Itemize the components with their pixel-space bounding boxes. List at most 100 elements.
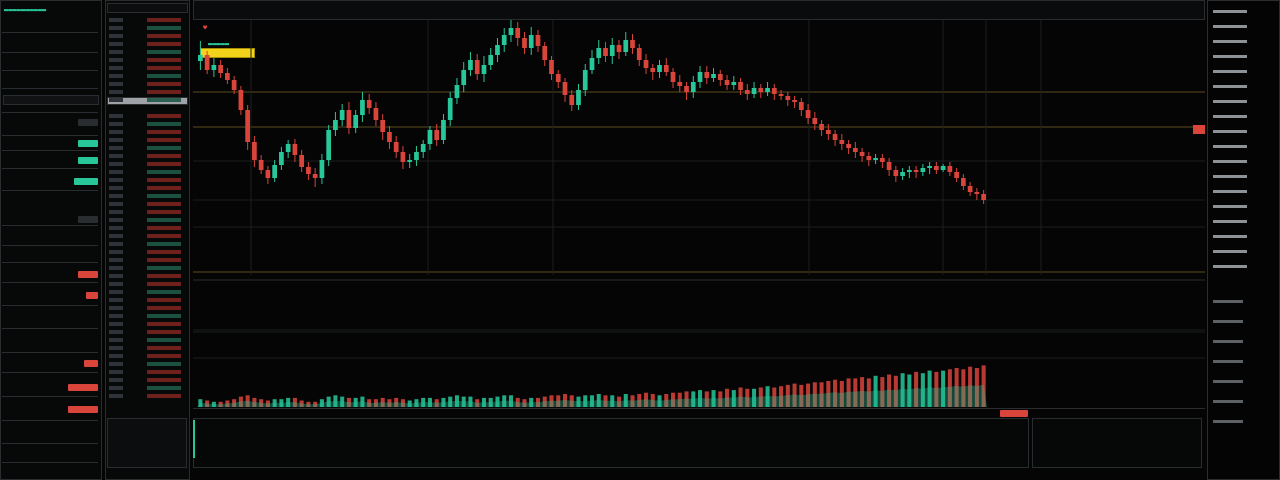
ladder-row-size[interactable] xyxy=(109,170,123,174)
status-button[interactable] xyxy=(78,216,98,223)
ladder-row-size[interactable] xyxy=(109,26,123,30)
ladder-row-bar[interactable] xyxy=(147,26,181,30)
ladder-row-size[interactable] xyxy=(109,202,123,206)
ladder-row-bar[interactable] xyxy=(147,98,181,102)
ladder-row-bar[interactable] xyxy=(147,290,181,294)
ladder-row-bar[interactable] xyxy=(147,298,181,302)
sell-button-5[interactable] xyxy=(68,406,98,413)
ladder-row-bar[interactable] xyxy=(147,306,181,310)
ladder-row-size[interactable] xyxy=(109,346,123,350)
ladder-row-bar[interactable] xyxy=(147,242,181,246)
ladder-row-bar[interactable] xyxy=(147,386,181,390)
alert-icon[interactable]: ♥ xyxy=(203,24,208,32)
ladder-row-bar[interactable] xyxy=(147,210,181,214)
ladder-row-bar[interactable] xyxy=(147,282,181,286)
ladder-row-size[interactable] xyxy=(109,50,123,54)
ladder-row-size[interactable] xyxy=(109,386,123,390)
sell-button-3[interactable] xyxy=(84,360,98,367)
ladder-row-bar[interactable] xyxy=(147,42,181,46)
ladder-row-bar[interactable] xyxy=(147,194,181,198)
ladder-row-size[interactable] xyxy=(109,186,123,190)
ladder-row-bar[interactable] xyxy=(147,58,181,62)
ladder-row-bar[interactable] xyxy=(147,314,181,318)
ladder-row-bar[interactable] xyxy=(147,266,181,270)
ladder-row-bar[interactable] xyxy=(147,338,181,342)
ladder-row-bar[interactable] xyxy=(147,322,181,326)
ladder-row-bar[interactable] xyxy=(147,18,181,22)
ladder-row-size[interactable] xyxy=(109,162,123,166)
ladder-row-bar[interactable] xyxy=(147,114,181,118)
ladder-row-size[interactable] xyxy=(109,34,123,38)
ladder-row-size[interactable] xyxy=(109,146,123,150)
ladder-row-size[interactable] xyxy=(109,234,123,238)
timeframe-button-active[interactable] xyxy=(1000,410,1028,417)
buy-button-4[interactable] xyxy=(74,178,98,185)
ladder-row-size[interactable] xyxy=(109,42,123,46)
ladder-row-bar[interactable] xyxy=(147,226,181,230)
ladder-row-bar[interactable] xyxy=(147,170,181,174)
ladder-row-size[interactable] xyxy=(109,138,123,142)
ladder-row-size[interactable] xyxy=(109,178,123,182)
ladder-row-size[interactable] xyxy=(109,90,123,94)
buy-button-2[interactable] xyxy=(78,140,98,147)
ladder-row-size[interactable] xyxy=(109,298,123,302)
ladder-row-size[interactable] xyxy=(109,98,123,102)
ladder-row-bar[interactable] xyxy=(147,258,181,262)
ladder-row-size[interactable] xyxy=(109,250,123,254)
ladder-row-bar[interactable] xyxy=(147,154,181,158)
ladder-row-bar[interactable] xyxy=(147,34,181,38)
ladder-row-size[interactable] xyxy=(109,122,123,126)
ladder-row-size[interactable] xyxy=(109,130,123,134)
ladder-row-size[interactable] xyxy=(109,18,123,22)
ladder-row-bar[interactable] xyxy=(147,82,181,86)
ladder-row-size[interactable] xyxy=(109,242,123,246)
ladder-row-size[interactable] xyxy=(109,58,123,62)
ladder-row-bar[interactable] xyxy=(147,74,181,78)
ladder-row-size[interactable] xyxy=(109,226,123,230)
ladder-row-size[interactable] xyxy=(109,370,123,374)
ladder-row-bar[interactable] xyxy=(147,378,181,382)
ladder-row-size[interactable] xyxy=(109,194,123,198)
ladder-row-size[interactable] xyxy=(109,114,123,118)
ladder-row-size[interactable] xyxy=(109,330,123,334)
buy-button-1[interactable] xyxy=(78,119,98,126)
ladder-row-size[interactable] xyxy=(109,154,123,158)
ladder-row-size[interactable] xyxy=(109,322,123,326)
ladder-row-size[interactable] xyxy=(109,66,123,70)
ladder-row-bar[interactable] xyxy=(147,90,181,94)
ladder-row-bar[interactable] xyxy=(147,370,181,374)
ladder-row-bar[interactable] xyxy=(147,362,181,366)
ladder-row-size[interactable] xyxy=(109,394,123,398)
ladder-row-bar[interactable] xyxy=(147,234,181,238)
ladder-row-size[interactable] xyxy=(109,378,123,382)
ladder-row-bar[interactable] xyxy=(147,202,181,206)
ladder-row-bar[interactable] xyxy=(147,354,181,358)
ladder-row-size[interactable] xyxy=(109,210,123,214)
ladder-row-size[interactable] xyxy=(109,354,123,358)
ladder-row-size[interactable] xyxy=(109,306,123,310)
ladder-row-bar[interactable] xyxy=(147,394,181,398)
ladder-row-size[interactable] xyxy=(109,218,123,222)
sell-button-2[interactable] xyxy=(86,292,98,299)
ladder-row-bar[interactable] xyxy=(147,186,181,190)
ladder-row-bar[interactable] xyxy=(147,122,181,126)
ladder-row-size[interactable] xyxy=(109,82,123,86)
ladder-row-size[interactable] xyxy=(109,274,123,278)
price-chart[interactable] xyxy=(193,20,1205,480)
ladder-row-bar[interactable] xyxy=(147,50,181,54)
ladder-row-size[interactable] xyxy=(109,362,123,366)
ladder-row-size[interactable] xyxy=(109,258,123,262)
sell-button-1[interactable] xyxy=(78,271,98,278)
ladder-row-bar[interactable] xyxy=(147,346,181,350)
ladder-row-size[interactable] xyxy=(109,290,123,294)
ladder-row-bar[interactable] xyxy=(147,162,181,166)
ladder-row-bar[interactable] xyxy=(147,218,181,222)
ladder-row-size[interactable] xyxy=(109,282,123,286)
left-subheader[interactable] xyxy=(3,95,99,105)
ladder-row-bar[interactable] xyxy=(147,274,181,278)
ladder-row-bar[interactable] xyxy=(147,138,181,142)
buy-button-3[interactable] xyxy=(78,157,98,164)
ladder-row-bar[interactable] xyxy=(147,66,181,70)
ladder-row-bar[interactable] xyxy=(147,330,181,334)
sell-button-4[interactable] xyxy=(68,384,98,391)
